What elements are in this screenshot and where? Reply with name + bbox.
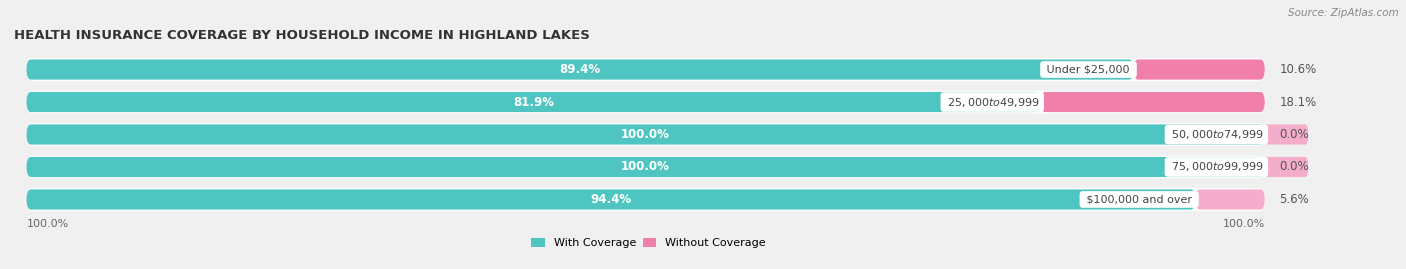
Text: 94.4%: 94.4%: [591, 193, 631, 206]
Legend: With Coverage, Without Coverage: With Coverage, Without Coverage: [527, 233, 770, 253]
FancyBboxPatch shape: [27, 91, 1265, 114]
Text: 100.0%: 100.0%: [621, 161, 671, 174]
FancyBboxPatch shape: [27, 58, 1265, 81]
Text: 10.6%: 10.6%: [1279, 63, 1317, 76]
Text: 81.9%: 81.9%: [513, 95, 554, 108]
Text: $100,000 and over: $100,000 and over: [1083, 194, 1195, 204]
Text: Source: ZipAtlas.com: Source: ZipAtlas.com: [1288, 8, 1399, 18]
Text: $50,000 to $74,999: $50,000 to $74,999: [1168, 128, 1265, 141]
FancyBboxPatch shape: [27, 157, 1265, 177]
FancyBboxPatch shape: [27, 59, 1133, 80]
FancyBboxPatch shape: [27, 189, 1195, 210]
Text: 89.4%: 89.4%: [560, 63, 600, 76]
FancyBboxPatch shape: [1265, 125, 1308, 144]
FancyBboxPatch shape: [1195, 189, 1265, 210]
FancyBboxPatch shape: [27, 123, 1265, 146]
Text: Under $25,000: Under $25,000: [1043, 65, 1133, 75]
Text: HEALTH INSURANCE COVERAGE BY HOUSEHOLD INCOME IN HIGHLAND LAKES: HEALTH INSURANCE COVERAGE BY HOUSEHOLD I…: [14, 29, 591, 42]
Text: 100.0%: 100.0%: [27, 219, 69, 229]
Text: 18.1%: 18.1%: [1279, 95, 1317, 108]
Text: $75,000 to $99,999: $75,000 to $99,999: [1168, 161, 1265, 174]
Text: 0.0%: 0.0%: [1279, 128, 1309, 141]
Text: 100.0%: 100.0%: [621, 128, 671, 141]
Text: 100.0%: 100.0%: [1222, 219, 1265, 229]
FancyBboxPatch shape: [1265, 157, 1308, 177]
FancyBboxPatch shape: [27, 155, 1265, 178]
Text: 5.6%: 5.6%: [1279, 193, 1309, 206]
FancyBboxPatch shape: [27, 188, 1265, 211]
Text: 0.0%: 0.0%: [1279, 161, 1309, 174]
Text: $25,000 to $49,999: $25,000 to $49,999: [943, 95, 1040, 108]
FancyBboxPatch shape: [27, 125, 1265, 144]
FancyBboxPatch shape: [1133, 59, 1265, 80]
FancyBboxPatch shape: [1040, 92, 1265, 112]
FancyBboxPatch shape: [27, 92, 1040, 112]
